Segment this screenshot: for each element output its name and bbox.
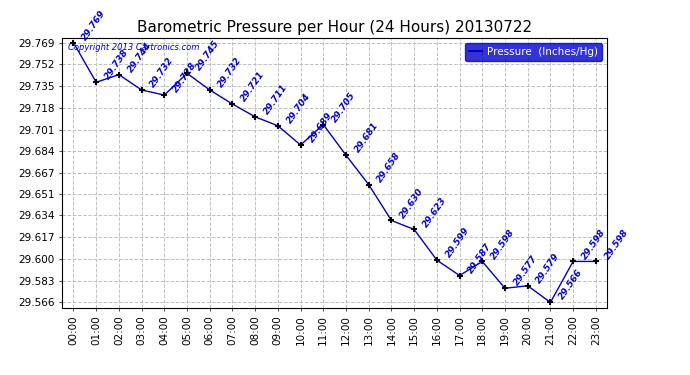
- Text: 29.704: 29.704: [285, 92, 312, 125]
- Text: 29.711: 29.711: [262, 82, 289, 116]
- Text: 29.630: 29.630: [398, 186, 426, 220]
- Text: 29.579: 29.579: [535, 252, 562, 285]
- Legend: Pressure  (Inches/Hg): Pressure (Inches/Hg): [465, 43, 602, 61]
- Text: 29.598: 29.598: [580, 227, 607, 261]
- Text: 29.599: 29.599: [444, 226, 471, 260]
- Text: Copyright 2013 Cartronics.com: Copyright 2013 Cartronics.com: [68, 43, 199, 52]
- Text: 29.598: 29.598: [603, 227, 630, 261]
- Text: 29.577: 29.577: [512, 254, 539, 288]
- Text: 29.732: 29.732: [148, 56, 176, 89]
- Text: 29.658: 29.658: [375, 150, 403, 184]
- Text: 29.728: 29.728: [171, 61, 199, 94]
- Text: 29.689: 29.689: [308, 111, 335, 144]
- Text: 29.598: 29.598: [489, 227, 516, 261]
- Title: Barometric Pressure per Hour (24 Hours) 20130722: Barometric Pressure per Hour (24 Hours) …: [137, 20, 532, 35]
- Text: 29.732: 29.732: [217, 56, 244, 89]
- Text: 29.681: 29.681: [353, 121, 380, 154]
- Text: 29.566: 29.566: [558, 268, 584, 302]
- Text: 29.587: 29.587: [466, 241, 494, 275]
- Text: 29.721: 29.721: [239, 70, 266, 103]
- Text: 29.744: 29.744: [126, 40, 153, 74]
- Text: 29.623: 29.623: [421, 195, 448, 229]
- Text: 29.705: 29.705: [331, 90, 357, 124]
- Text: 29.738: 29.738: [103, 48, 130, 81]
- Text: 29.769: 29.769: [81, 8, 108, 42]
- Text: 29.745: 29.745: [194, 39, 221, 72]
